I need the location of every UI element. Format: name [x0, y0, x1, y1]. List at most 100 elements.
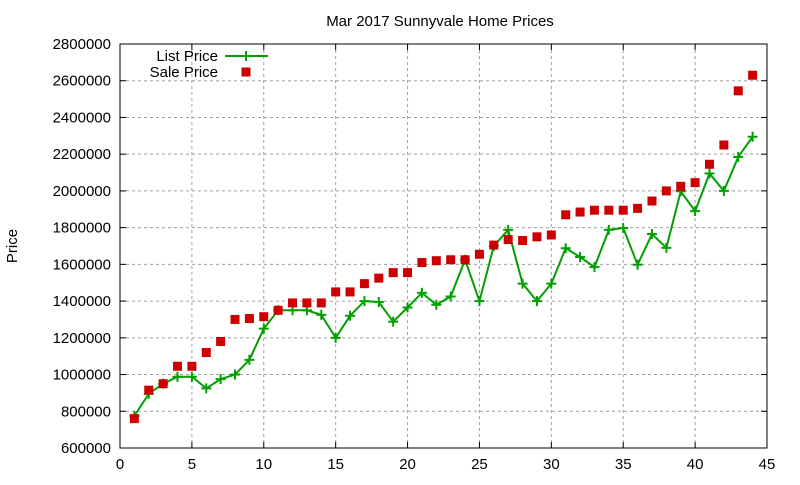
sale-price-point — [187, 361, 197, 371]
list-price-point — [215, 374, 226, 385]
sale-price-point — [748, 70, 758, 80]
y-tick-label: 800000 — [61, 403, 111, 420]
sale-price-point — [546, 230, 556, 240]
list-price-point — [603, 224, 614, 235]
sale-price-point — [446, 255, 456, 265]
axis-ticks: 0 5 10 15 20 25 30 35 40 45 600000 800000 1000000 120… — [53, 36, 776, 473]
x-tick-label: 25 — [471, 456, 488, 473]
list-price-point — [388, 316, 399, 327]
list-price-point — [747, 131, 758, 142]
list-price-point — [690, 206, 701, 217]
list-price-point — [589, 262, 600, 273]
series-layer — [129, 70, 758, 424]
sale-price-point — [158, 379, 168, 389]
sale-price-point — [201, 348, 211, 358]
list-price-point — [201, 383, 212, 394]
list-price-point — [373, 297, 384, 308]
sale-price-point — [733, 86, 743, 96]
y-tick-label: 2200000 — [53, 146, 111, 163]
sale-price-point — [288, 298, 298, 308]
list-price-point — [733, 151, 744, 162]
y-tick-label: 1000000 — [53, 367, 111, 384]
sale-price-point — [489, 240, 499, 250]
list-price-point — [474, 296, 485, 307]
x-tick-label: 5 — [188, 456, 196, 473]
sale-price-point — [518, 235, 528, 245]
list-price-point — [704, 168, 715, 179]
x-tick-label: 30 — [543, 456, 560, 473]
legend-label-list-price: List Price — [156, 48, 218, 65]
x-tick-label: 45 — [759, 456, 776, 473]
list-price-point — [632, 259, 643, 270]
y-axis-label: Price — [4, 229, 21, 263]
list-price-point — [244, 354, 255, 365]
sale-price-point — [589, 205, 599, 215]
sale-price-point — [676, 181, 686, 191]
y-tick-label: 2600000 — [53, 73, 111, 90]
sale-price-point — [431, 256, 441, 266]
sale-price-point — [244, 314, 254, 324]
list-price-point — [531, 296, 542, 307]
sale-price-point — [561, 210, 571, 220]
list-price-point — [517, 278, 528, 289]
sale-price-point — [273, 305, 283, 315]
sale-price-point — [661, 186, 671, 196]
legend-marker-list-price — [241, 51, 251, 61]
y-tick-label: 2400000 — [53, 109, 111, 126]
sale-price-point — [230, 314, 240, 324]
y-tick-label: 1600000 — [53, 256, 111, 273]
list-price-point — [431, 299, 442, 310]
sale-price-point — [719, 140, 729, 150]
sale-price-point — [474, 249, 484, 259]
sale-price-point — [618, 205, 628, 215]
sale-price-point — [503, 235, 513, 245]
list-price-point — [316, 309, 327, 320]
list-price-point — [546, 278, 557, 289]
sale-price-point — [302, 298, 312, 308]
y-tick-label: 1800000 — [53, 220, 111, 237]
list-price-point — [345, 310, 356, 321]
x-tick-label: 10 — [255, 456, 272, 473]
list-price-point — [402, 302, 413, 313]
sale-price-point — [216, 336, 226, 346]
list-price-point — [416, 287, 427, 298]
legend: List Price Sale Price — [150, 48, 268, 81]
list-price-point — [646, 229, 657, 240]
sale-price-point — [144, 385, 154, 395]
y-tick-label: 600000 — [61, 440, 111, 457]
sale-price-point — [647, 196, 657, 206]
legend-label-sale-price: Sale Price — [150, 64, 218, 81]
list-price-point — [560, 243, 571, 254]
x-tick-label: 40 — [687, 456, 704, 473]
x-tick-label: 20 — [399, 456, 416, 473]
sale-price-point — [374, 273, 384, 283]
y-tick-label: 1400000 — [53, 293, 111, 310]
list-price-point — [445, 291, 456, 302]
list-price-point — [503, 224, 514, 235]
sale-price-point — [460, 255, 470, 265]
list-price-point — [661, 242, 672, 253]
list-price-point — [359, 296, 370, 307]
sale-price-point — [704, 159, 714, 169]
sale-price-point — [316, 298, 326, 308]
legend-marker-sale-price — [241, 67, 251, 77]
list-price-point — [172, 371, 183, 382]
list-price-point — [230, 369, 241, 380]
x-tick-label: 35 — [615, 456, 632, 473]
list-price-point — [258, 323, 269, 334]
sale-price-point — [388, 268, 398, 278]
sale-price-point — [417, 258, 427, 268]
sale-price-point — [173, 361, 183, 371]
sale-price-point — [331, 287, 341, 297]
sale-price-point — [345, 287, 355, 297]
sale-price-point — [532, 232, 542, 242]
sale-price-point — [359, 279, 369, 289]
x-tick-label: 15 — [327, 456, 344, 473]
x-tick-label: 0 — [116, 456, 124, 473]
sale-price-point — [604, 205, 614, 215]
y-tick-label: 1200000 — [53, 330, 111, 347]
sale-price-point — [575, 207, 585, 217]
sale-price-point — [259, 312, 269, 322]
list-price-line — [133, 136, 754, 417]
